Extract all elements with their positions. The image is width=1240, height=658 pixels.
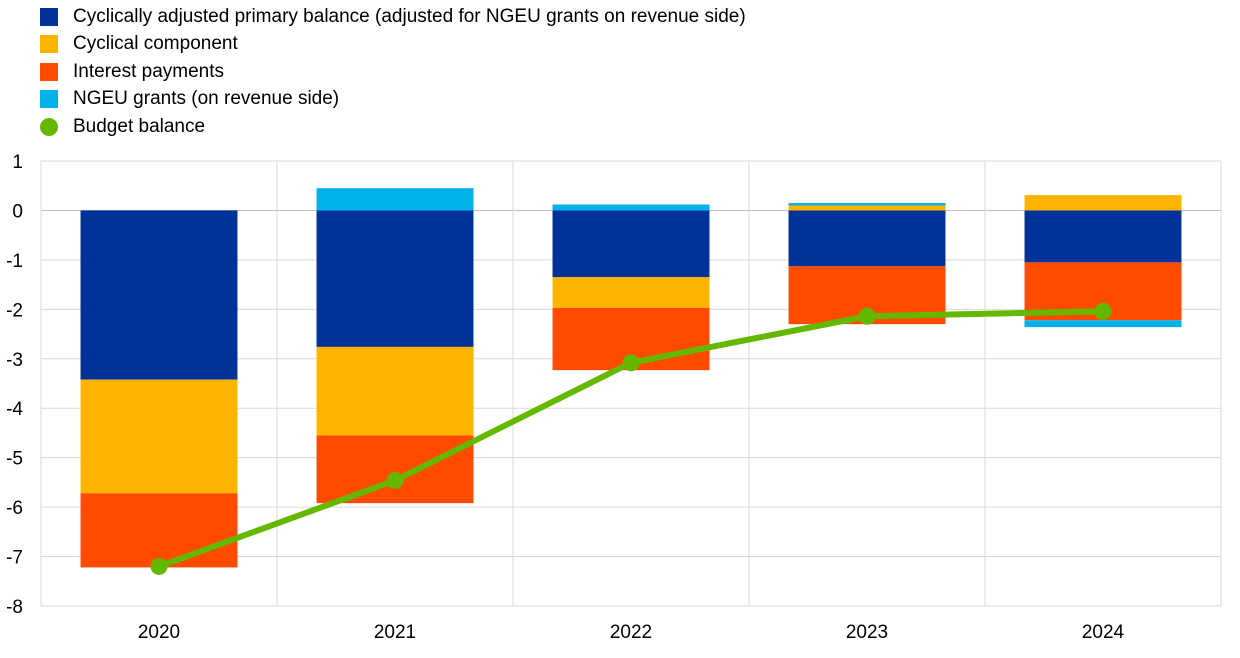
point-budget-balance-2020 bbox=[150, 557, 168, 575]
y-tick-label: -3 bbox=[6, 350, 23, 371]
legend-item-budget-balance: Budget balance bbox=[40, 113, 746, 141]
point-budget-balance-2021 bbox=[386, 471, 404, 489]
bar-cyclical-component-2023 bbox=[788, 205, 946, 211]
legend-label: NGEU grants (on revenue side) bbox=[73, 88, 340, 110]
legend-label: Cyclically adjusted primary balance (adj… bbox=[73, 5, 746, 27]
legend-label: Cyclical component bbox=[73, 33, 238, 55]
y-tick-label: -6 bbox=[6, 498, 23, 519]
y-tick-label: -8 bbox=[6, 597, 23, 618]
bar-cyclically-adjusted-primary-balance-adjusted-for-ngeu-grants-on-revenue-side-2021 bbox=[316, 210, 474, 347]
y-tick-label: -1 bbox=[6, 251, 23, 272]
bar-interest-payments-2020 bbox=[80, 493, 238, 568]
bar-cyclically-adjusted-primary-balance-adjusted-for-ngeu-grants-on-revenue-side-2022 bbox=[552, 210, 710, 278]
bar-cyclical-component-2024 bbox=[1024, 195, 1182, 211]
y-tick-label: -5 bbox=[6, 449, 23, 470]
legend-swatch bbox=[40, 90, 58, 109]
legend-label: Budget balance bbox=[73, 115, 206, 137]
legend-item-cyclical-component: Cyclical component bbox=[40, 31, 746, 59]
bar-cyclical-component-2022 bbox=[552, 277, 710, 308]
bar-ngeu-grants-on-revenue-side-2023 bbox=[788, 203, 946, 206]
bar-interest-payments-2021 bbox=[316, 435, 474, 504]
legend-item-cyclically-adjusted-primary-balance-adjusted-for-ngeu-grants-on-revenue-side: Cyclically adjusted primary balance (adj… bbox=[40, 3, 746, 31]
bar-ngeu-grants-on-revenue-side-2024 bbox=[1024, 320, 1182, 328]
bar-cyclically-adjusted-primary-balance-adjusted-for-ngeu-grants-on-revenue-side-2023 bbox=[788, 210, 946, 267]
y-tick-label: 0 bbox=[12, 201, 23, 222]
legend-swatch bbox=[40, 7, 58, 26]
legend-item-interest-payments: Interest payments bbox=[40, 58, 746, 86]
legend-item-ngeu-grants-on-revenue-side: NGEU grants (on revenue side) bbox=[40, 86, 746, 114]
point-budget-balance-2024 bbox=[1094, 302, 1112, 320]
bar-ngeu-grants-on-revenue-side-2022 bbox=[552, 204, 710, 211]
y-tick-label: -7 bbox=[6, 548, 23, 569]
bar-cyclically-adjusted-primary-balance-adjusted-for-ngeu-grants-on-revenue-side-2020 bbox=[80, 210, 238, 380]
x-tick-label: 2022 bbox=[610, 622, 652, 643]
bar-cyclical-component-2021 bbox=[316, 346, 474, 436]
legend-swatch bbox=[40, 62, 58, 81]
bar-cyclical-component-2020 bbox=[80, 379, 238, 494]
x-tick-label: 2020 bbox=[138, 622, 180, 643]
legend-swatch bbox=[40, 35, 58, 54]
chart-legend: Cyclically adjusted primary balance (adj… bbox=[40, 3, 746, 141]
legend-swatch bbox=[40, 117, 58, 136]
point-budget-balance-2023 bbox=[858, 307, 876, 325]
bar-ngeu-grants-on-revenue-side-2021 bbox=[316, 188, 474, 211]
legend-label: Interest payments bbox=[73, 60, 225, 82]
y-tick-label: -2 bbox=[6, 300, 23, 321]
y-tick-label: 1 bbox=[12, 152, 23, 173]
x-tick-label: 2021 bbox=[374, 622, 416, 643]
x-tick-label: 2023 bbox=[846, 622, 888, 643]
x-tick-label: 2024 bbox=[1082, 622, 1125, 643]
y-tick-label: -4 bbox=[6, 399, 23, 420]
bar-cyclically-adjusted-primary-balance-adjusted-for-ngeu-grants-on-revenue-side-2024 bbox=[1024, 210, 1182, 263]
point-budget-balance-2022 bbox=[622, 354, 640, 372]
